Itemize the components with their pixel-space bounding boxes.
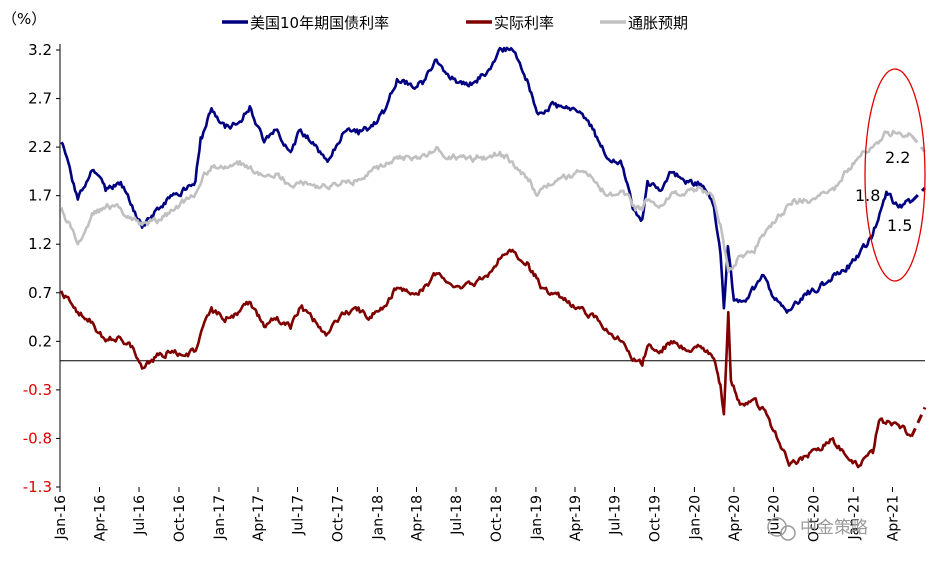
series-lines <box>60 46 913 469</box>
legend-label-2: 通胀预期 <box>628 14 688 32</box>
x-tick-label: Apr-17 <box>251 495 267 541</box>
projection-lines <box>910 134 927 438</box>
y-tick-label: 2.2 <box>28 138 52 156</box>
annotation-label: 1.8 <box>855 186 880 205</box>
y-tick-label: 0.2 <box>28 332 52 350</box>
watermark-text: 中金策略 <box>800 518 868 538</box>
axes <box>59 44 925 487</box>
x-tick-label: Oct-20 <box>806 495 822 542</box>
x-tick-label: Jan-17 <box>212 495 228 540</box>
wechat-icon-small <box>780 525 796 541</box>
y-tick-label: 1.7 <box>28 187 52 205</box>
legend-label-1: 实际利率 <box>494 14 554 32</box>
legend: 美国10年期国债利率 实际利率 通胀预期 <box>222 14 688 32</box>
x-tick-label: Jan-18 <box>370 495 386 540</box>
x-tick-label: Oct-18 <box>489 495 505 542</box>
y-tick-label: 3.2 <box>28 41 52 59</box>
highlight-ellipse <box>864 68 926 282</box>
y-tick-label: 1.2 <box>28 235 52 253</box>
x-tick-label: Jan-20 <box>687 495 703 540</box>
x-axis-ticks: Jan-16 Apr-16 Jul-16 Oct-16 Jan-17 Apr-17 Jul-… <box>53 487 901 542</box>
series-line-0 <box>60 46 913 314</box>
x-tick-label: Apr-20 <box>727 495 743 541</box>
watermark: 中金策略 <box>767 517 868 541</box>
projection-line-1 <box>910 406 927 438</box>
x-tick-label: Jul-20 <box>766 495 782 536</box>
projection-line-2 <box>910 134 927 153</box>
y-tick-label: -0.3 <box>23 381 52 399</box>
x-tick-label: Jul-16 <box>132 495 148 536</box>
x-tick-label: Jul-17 <box>291 495 307 536</box>
series-line-1 <box>60 248 913 469</box>
annotation-label: 1.5 <box>887 216 912 235</box>
y-tick-label: -0.8 <box>23 429 52 447</box>
x-tick-label: Jul-18 <box>449 495 465 536</box>
x-tick-label: Apr-21 <box>885 495 901 541</box>
x-tick-label: Oct-17 <box>330 495 346 542</box>
x-tick-label: Jan-21 <box>846 495 862 540</box>
x-tick-label: Jan-16 <box>53 495 69 541</box>
annotation-label: 2.2 <box>885 148 910 167</box>
series-line-2 <box>60 129 913 273</box>
highlight-ellipse-shape <box>864 68 926 282</box>
y-tick-label: 2.7 <box>28 90 52 108</box>
y-tick-label: 0.7 <box>28 284 52 302</box>
y-tick-label: -1.3 <box>23 478 52 496</box>
y-axis-ticks: 3.2 2.7 2.2 1.7 1.2 0.7 0.2 -0.3 -0.8 -1.3 <box>23 41 60 496</box>
x-tick-label: Jan-19 <box>529 495 545 540</box>
x-tick-label: Apr-19 <box>568 495 584 541</box>
x-tick-label: Oct-16 <box>172 495 188 542</box>
x-tick-label: Oct-19 <box>647 495 663 542</box>
y-unit-label: （%） <box>2 10 46 28</box>
projection-line-0 <box>910 186 927 203</box>
x-tick-label: Jul-19 <box>608 495 624 536</box>
x-tick-label: Apr-18 <box>410 495 426 541</box>
legend-label-0: 美国10年期国债利率 <box>250 14 389 32</box>
annotations: 2.2 1.8 1.5 <box>855 148 912 235</box>
x-tick-label: Apr-16 <box>93 495 109 541</box>
